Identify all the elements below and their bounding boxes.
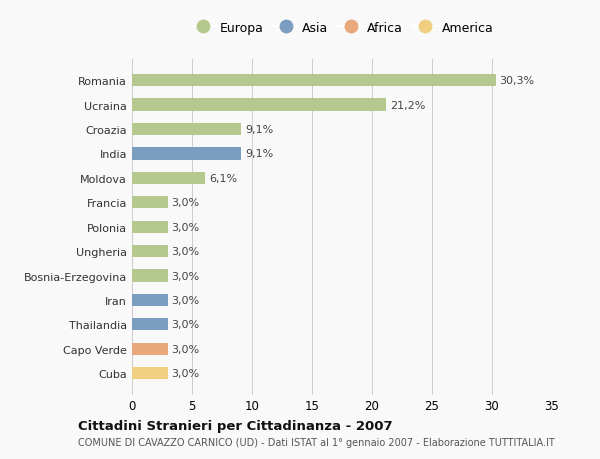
Bar: [132, 148, 241, 160]
Text: Cittadini Stranieri per Cittadinanza - 2007: Cittadini Stranieri per Cittadinanza - 2…: [78, 419, 392, 432]
Bar: [132, 246, 168, 257]
Text: 3,0%: 3,0%: [172, 271, 200, 281]
Text: 6,1%: 6,1%: [209, 174, 237, 184]
Bar: [132, 75, 496, 87]
Bar: [132, 197, 168, 209]
Bar: [132, 367, 168, 380]
Bar: [132, 99, 386, 112]
Text: 30,3%: 30,3%: [499, 76, 535, 86]
Bar: [132, 319, 168, 331]
Bar: [132, 221, 168, 233]
Text: 3,0%: 3,0%: [172, 246, 200, 257]
Text: 3,0%: 3,0%: [172, 222, 200, 232]
Bar: [132, 343, 168, 355]
Text: 9,1%: 9,1%: [245, 125, 273, 135]
Bar: [132, 173, 205, 185]
Text: 21,2%: 21,2%: [390, 101, 425, 110]
Bar: [132, 123, 241, 136]
Text: COMUNE DI CAVAZZO CARNICO (UD) - Dati ISTAT al 1° gennaio 2007 - Elaborazione TU: COMUNE DI CAVAZZO CARNICO (UD) - Dati IS…: [78, 437, 555, 447]
Bar: [132, 294, 168, 307]
Text: 3,0%: 3,0%: [172, 295, 200, 305]
Text: 3,0%: 3,0%: [172, 344, 200, 354]
Legend: Europa, Asia, Africa, America: Europa, Asia, Africa, America: [188, 19, 496, 37]
Text: 3,0%: 3,0%: [172, 319, 200, 330]
Text: 9,1%: 9,1%: [245, 149, 273, 159]
Text: 3,0%: 3,0%: [172, 198, 200, 208]
Text: 3,0%: 3,0%: [172, 369, 200, 378]
Bar: [132, 270, 168, 282]
